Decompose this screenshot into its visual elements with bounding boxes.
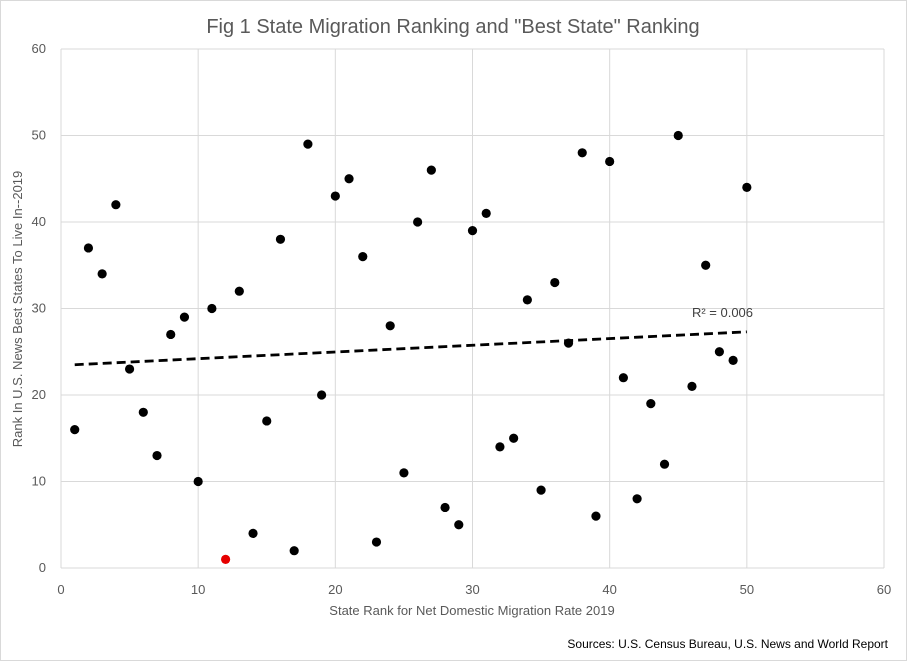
data-point [70, 425, 80, 435]
data-point [742, 182, 752, 192]
data-point [330, 191, 340, 201]
data-point [673, 130, 683, 141]
data-point [234, 286, 244, 296]
source-note: Sources: U.S. Census Bureau, U.S. News a… [567, 637, 888, 651]
data-point [111, 200, 121, 210]
data-point [605, 156, 615, 167]
y-axis-label: Rank In U.S. News Best States To Live In… [10, 171, 25, 448]
x-tick-label: 0 [57, 582, 64, 597]
y-tick-label: 30 [32, 301, 46, 316]
x-axis-label: State Rank for Net Domestic Migration Ra… [329, 603, 614, 618]
data-point [467, 226, 478, 236]
data-point [454, 520, 464, 530]
data-point [495, 442, 505, 452]
data-point [522, 295, 532, 305]
data-point [399, 468, 409, 478]
data-point [124, 364, 135, 374]
data-point [138, 407, 148, 417]
y-tick-label: 0 [39, 560, 46, 575]
y-tick-label: 40 [32, 214, 46, 229]
data-point [317, 390, 327, 400]
y-tick-label: 60 [32, 41, 46, 56]
data-point [646, 399, 656, 409]
y-tick-label: 10 [32, 474, 46, 489]
data-point [632, 494, 642, 504]
data-point [426, 165, 436, 175]
data-point [179, 312, 190, 322]
x-tick-label: 50 [740, 582, 754, 597]
data-point [563, 338, 574, 348]
grid-lines [60, 48, 885, 569]
data-point [413, 217, 423, 227]
data-point [275, 234, 286, 244]
data-point [248, 528, 258, 539]
data-point [577, 148, 587, 158]
x-tick-label: 30 [465, 582, 479, 597]
data-point [193, 476, 203, 487]
x-tick-label: 60 [877, 582, 891, 597]
data-point [728, 355, 738, 365]
data-point [166, 329, 176, 340]
data-point [207, 303, 217, 314]
data-point [687, 381, 697, 391]
data-point [152, 450, 162, 461]
data-point [289, 546, 299, 556]
y-tick-labels: 0 10 20 30 40 50 60 [32, 41, 46, 575]
r-squared-label: R² = 0.006 [692, 305, 753, 320]
x-tick-label: 20 [328, 582, 342, 597]
data-point [481, 208, 491, 218]
data-point [385, 321, 395, 331]
trendline [74, 330, 747, 367]
data-point [221, 554, 231, 564]
data-point [714, 347, 725, 357]
x-tick-label: 10 [191, 582, 205, 597]
data-point [509, 433, 519, 443]
data-point [303, 139, 313, 149]
data-point [701, 260, 711, 270]
data-point [358, 252, 368, 262]
data-point [371, 537, 382, 547]
y-tick-label: 20 [32, 387, 46, 402]
data-point [97, 269, 107, 279]
chart-title: Fig 1 State Migration Ranking and "Best … [206, 16, 699, 38]
data-points [70, 130, 752, 564]
data-point [440, 502, 450, 513]
x-tick-label: 40 [602, 582, 616, 597]
data-point [591, 511, 601, 521]
data-point [536, 485, 546, 495]
data-point [262, 416, 272, 426]
data-point [659, 459, 670, 469]
data-point [344, 174, 354, 184]
x-tick-labels: 0 10 20 30 40 50 60 [57, 582, 891, 597]
data-point [550, 277, 560, 288]
data-point [83, 243, 94, 253]
data-point [618, 373, 628, 383]
y-tick-label: 50 [32, 128, 46, 143]
